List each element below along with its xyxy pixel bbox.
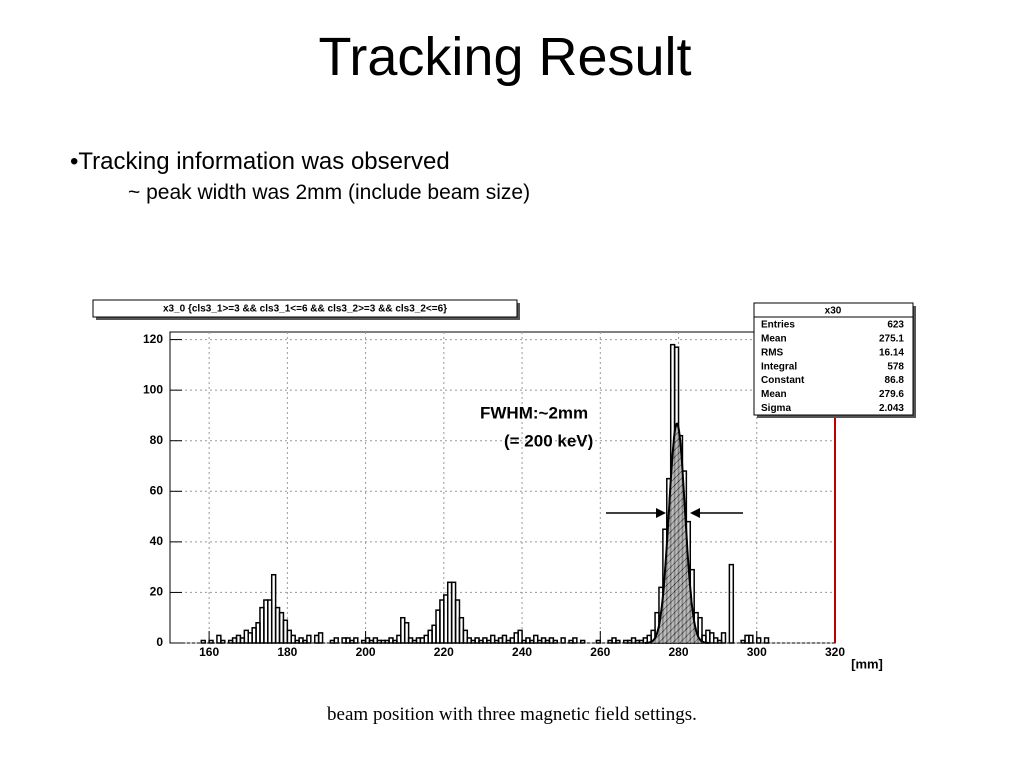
x-tick-label: 220 xyxy=(434,645,454,659)
bar xyxy=(462,629,469,644)
x-axis-label: [mm] xyxy=(851,656,883,671)
stats-value: 2.043 xyxy=(879,403,904,414)
annotation: FWHM:~2mm xyxy=(480,403,588,422)
stats-label: Entries xyxy=(761,320,795,331)
x-tick-label: 180 xyxy=(277,645,297,659)
stats-value: 279.6 xyxy=(879,389,904,400)
y-tick-label: 120 xyxy=(143,332,163,346)
x-tick-label: 160 xyxy=(199,645,219,659)
x-tick-label: 200 xyxy=(356,645,376,659)
hist-title: x3_0 {cls3_1>=3 && cls3_1<=6 && cls3_2>=… xyxy=(163,304,447,315)
bar xyxy=(317,632,324,644)
fit-area xyxy=(645,423,709,643)
arrow-head xyxy=(656,508,666,518)
bar xyxy=(728,563,735,644)
bar xyxy=(595,639,602,644)
stats-value: 623 xyxy=(887,320,904,331)
y-tick-label: 80 xyxy=(150,433,164,447)
bar xyxy=(748,634,754,644)
y-tick-label: 40 xyxy=(150,534,164,548)
bar xyxy=(216,634,222,644)
bar xyxy=(720,632,727,644)
annotation: (= 200 keV) xyxy=(504,431,593,450)
stats-value: 578 xyxy=(887,361,904,372)
x-tick-label: 320 xyxy=(825,645,845,659)
y-tick-label: 100 xyxy=(143,382,163,396)
stats-label: Integral xyxy=(761,361,797,372)
bar xyxy=(333,637,339,644)
bar xyxy=(353,637,359,644)
stats-label: Sigma xyxy=(761,403,791,414)
stats-label: RMS xyxy=(761,347,784,358)
bar xyxy=(403,622,410,644)
bar xyxy=(697,616,703,644)
x-tick-label: 280 xyxy=(669,645,689,659)
x-tick-label: 260 xyxy=(590,645,610,659)
sub-bullet: ~ peak width was 2mm (include beam size) xyxy=(128,181,531,204)
stats-box xyxy=(753,302,914,416)
stats-label: Constant xyxy=(761,375,805,386)
stats-value: 86.8 xyxy=(885,375,905,386)
bar xyxy=(579,639,586,644)
y-tick-label: 0 xyxy=(156,635,163,649)
plot-frame xyxy=(169,331,836,644)
stats-value: 275.1 xyxy=(879,334,904,345)
stats-name: x30 xyxy=(825,306,842,317)
arrow-head xyxy=(690,508,700,518)
bar xyxy=(290,634,296,644)
y-tick-label: 20 xyxy=(150,585,164,599)
bar xyxy=(560,637,566,644)
bar xyxy=(490,634,496,644)
y-tick-label: 60 xyxy=(150,483,164,497)
caption: beam position with three magnetic field … xyxy=(327,704,697,725)
bar xyxy=(306,634,312,644)
stats-label: Mean xyxy=(761,389,787,400)
bar xyxy=(208,639,214,644)
x-tick-label: 240 xyxy=(512,645,532,659)
bullet: •Tracking information was observed xyxy=(70,148,450,175)
fit-curve xyxy=(645,422,709,644)
bar xyxy=(615,639,621,644)
bar xyxy=(200,639,206,644)
bar xyxy=(763,637,770,644)
stats-label: Mean xyxy=(761,334,787,345)
bar xyxy=(533,634,539,644)
x-tick-label: 300 xyxy=(747,645,767,659)
title-box xyxy=(92,299,518,318)
bar xyxy=(501,634,508,644)
bar xyxy=(572,637,578,644)
bar xyxy=(552,639,559,644)
stats-value: 16.14 xyxy=(879,347,904,358)
bar xyxy=(517,629,523,644)
slide-title: Tracking Result xyxy=(318,27,692,87)
bar xyxy=(756,637,762,644)
bar xyxy=(220,639,226,644)
